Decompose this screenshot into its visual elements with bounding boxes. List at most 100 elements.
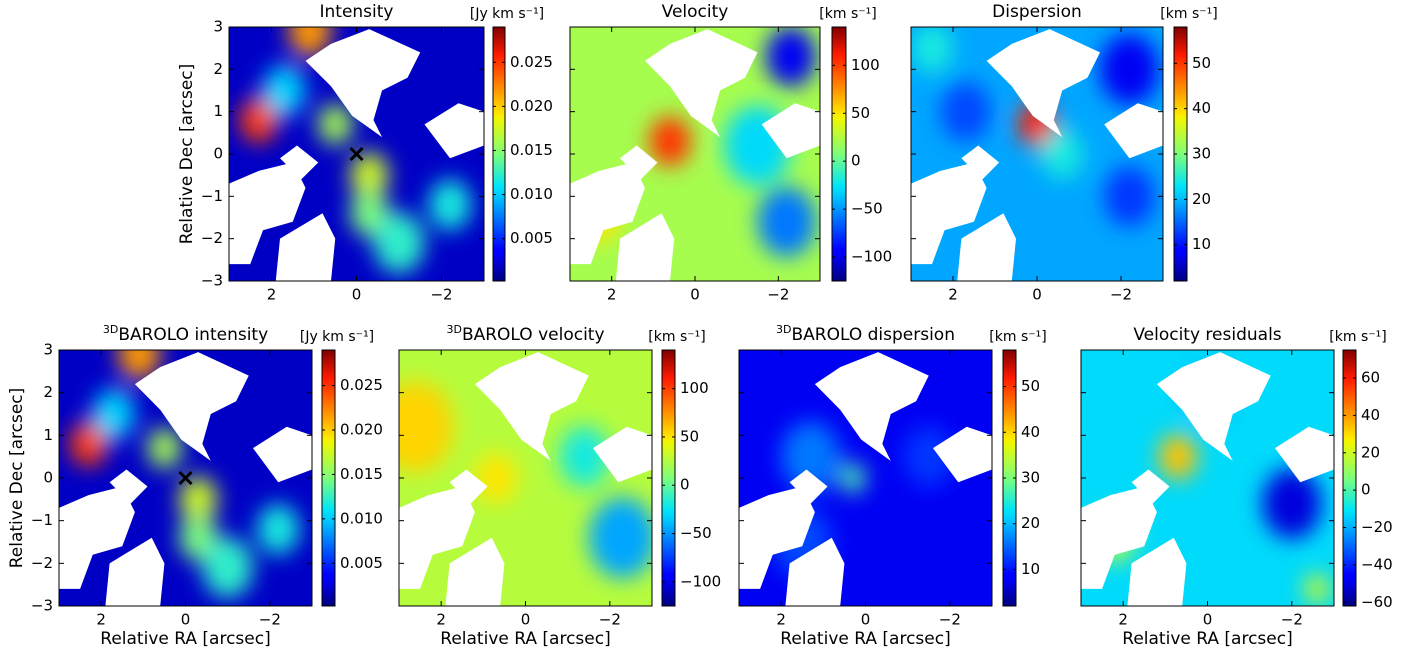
colorbar-tick-label: 50 — [1192, 54, 1211, 72]
colorbar — [831, 26, 847, 282]
panel: 2 0 −2 −3 −2 −1 0 1 2 3 Intensity Relative Dec [arc… — [177, 2, 553, 304]
title-text: Dispersion — [992, 2, 1082, 22]
map-blob — [288, 27, 331, 57]
map-image — [911, 27, 1163, 281]
x-tick-label: −2 — [599, 611, 621, 629]
masked-region — [449, 469, 488, 504]
map-image — [570, 27, 820, 281]
x-tick-label: −2 — [1281, 611, 1303, 629]
colorbar-label: [Jy km s⁻¹] — [300, 329, 374, 345]
map-blob — [118, 350, 161, 380]
map-blob — [1304, 573, 1330, 605]
map-image — [229, 27, 484, 281]
masked-region — [252, 426, 312, 483]
x-tick-label: 0 — [352, 286, 362, 304]
colorbar-tick-label: 40 — [1192, 99, 1211, 117]
masked-region — [275, 213, 336, 281]
x-tick-label: 0 — [690, 286, 700, 304]
map-blob — [781, 421, 841, 493]
x-axis-label: Relative RA [arcsec] — [440, 629, 610, 649]
x-tick-label: 2 — [96, 611, 106, 629]
x-tick-label: 2 — [607, 286, 617, 304]
title-text: Intensity — [320, 2, 394, 22]
y-tick-label: −1 — [31, 511, 53, 529]
panel-title: Velocity residuals — [1133, 325, 1281, 345]
colorbar-tick-label: 0.020 — [340, 421, 383, 439]
colorbar-label: [km s⁻¹] — [648, 329, 705, 345]
masked-region — [474, 352, 589, 461]
masked-region — [761, 103, 820, 159]
masked-region — [134, 352, 249, 461]
map-image — [399, 350, 652, 606]
masked-region — [1131, 469, 1170, 504]
masked-region — [445, 537, 505, 606]
colorbar-tick-label: 10 — [1192, 235, 1211, 253]
x-tick-label: 2 — [436, 611, 446, 629]
map-blob — [350, 152, 389, 199]
title-text: Velocity residuals — [1133, 325, 1281, 345]
colorbar-tick-label: 0 — [851, 152, 861, 170]
colorbar-tick-label: 0.025 — [510, 53, 553, 71]
y-axis-label: Relative Dec [arcsec] — [7, 388, 27, 569]
colorbar — [661, 349, 676, 607]
y-tick-label: 3 — [213, 18, 223, 36]
colorbar-tick-label: −20 — [1361, 518, 1393, 536]
colorbar-tick-label: 0.005 — [510, 229, 553, 247]
colorbar-tick-label: 50 — [680, 427, 699, 445]
title-superscript: 3D — [103, 323, 118, 336]
y-tick-label: −3 — [201, 272, 223, 290]
masked-region — [785, 537, 845, 606]
panel: 2 0 −2 3DBAROLO velocity Relative RA [arcsec… — [398, 323, 721, 649]
x-tick-label: −2 — [939, 611, 961, 629]
colorbar-tick-label: 0.015 — [510, 141, 553, 159]
masked-region — [1274, 426, 1334, 483]
x-tick-label: −2 — [767, 286, 789, 304]
cross-marker — [349, 146, 364, 162]
colorbar-tick-label: 0.025 — [340, 376, 383, 394]
map-blob — [92, 388, 135, 440]
masked-region — [739, 486, 815, 589]
colorbar-tick-label: −60 — [1361, 593, 1393, 611]
masked-region — [592, 426, 652, 483]
colorbar-tick-label: 10 — [1021, 560, 1040, 578]
title-superscript: 3D — [776, 323, 791, 336]
map-blob — [257, 503, 300, 555]
masked-region — [957, 213, 1016, 281]
map-blob — [1262, 468, 1322, 540]
map-blob — [318, 103, 353, 145]
map-blob — [147, 427, 182, 469]
colorbar-tick-label: 30 — [1021, 469, 1040, 487]
map-image — [59, 350, 312, 606]
masked-region — [1104, 103, 1163, 159]
map-blob — [1100, 34, 1159, 105]
y-tick-label: −2 — [31, 554, 53, 572]
map-blob — [239, 97, 278, 144]
map-blob — [474, 452, 518, 504]
colorbar-label: [km s⁻¹] — [819, 6, 876, 22]
title-superscript: 3D — [446, 323, 461, 336]
map-blob — [840, 462, 866, 494]
map-blob — [765, 27, 816, 87]
colorbar-tick-label: −100 — [851, 248, 892, 266]
colorbar-tick-label: −40 — [1361, 555, 1393, 573]
colorbar-tick-label: −100 — [680, 572, 721, 590]
colorbar-tick-label: 20 — [1021, 514, 1040, 532]
masked-region — [645, 29, 758, 138]
title-text: BAROLO dispersion — [791, 325, 955, 345]
colorbar-tick-label: 0 — [680, 476, 690, 494]
masked-region — [814, 352, 929, 461]
panel-title: 3DBAROLO dispersion — [776, 323, 955, 345]
y-tick-label: −3 — [31, 597, 53, 615]
y-tick-label: 2 — [43, 383, 53, 401]
y-tick-label: 3 — [43, 341, 53, 359]
map-blobs — [239, 27, 472, 274]
masked-region — [280, 145, 319, 180]
panel: 2 0 −2 −3 −2 −1 0 1 2 3 3DBAROLO intensity Relative… — [7, 323, 383, 649]
title-text: Velocity — [662, 2, 729, 22]
map-blob — [263, 65, 306, 116]
y-tick-label: 0 — [213, 145, 223, 163]
map-blob — [757, 186, 816, 257]
